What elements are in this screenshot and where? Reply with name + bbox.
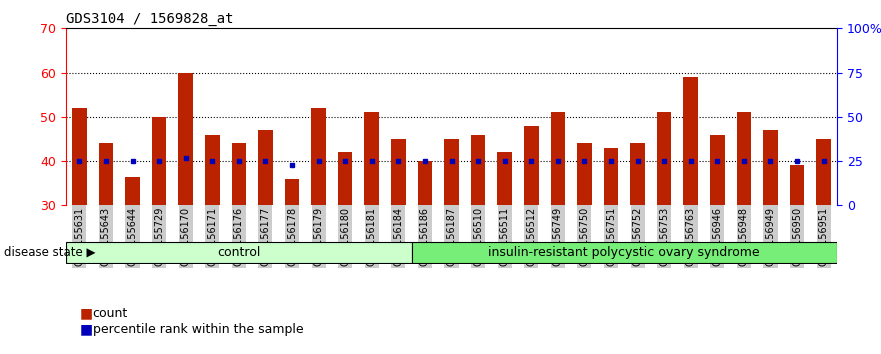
Bar (789, 165, 804, 205)
Bar (205, 135, 219, 205)
Bar (710, 135, 725, 205)
Text: percentile rank within the sample: percentile rank within the sample (93, 323, 303, 336)
Bar (737, 113, 751, 205)
Text: ■: ■ (79, 306, 93, 320)
Bar (498, 152, 512, 205)
Bar (72, 108, 86, 205)
Bar (817, 139, 831, 205)
Bar (258, 130, 273, 205)
Bar (684, 77, 698, 205)
Bar (763, 130, 778, 205)
Bar (411, 242, 837, 263)
Bar (311, 108, 326, 205)
Bar (524, 126, 538, 205)
Text: control: control (218, 246, 261, 259)
Text: GDS3104 / 1569828_at: GDS3104 / 1569828_at (66, 12, 233, 26)
Bar (470, 135, 485, 205)
Bar (391, 139, 405, 205)
Bar (152, 117, 167, 205)
Bar (551, 113, 565, 205)
Text: insulin-resistant polycystic ovary syndrome: insulin-resistant polycystic ovary syndr… (488, 246, 760, 259)
Bar (365, 113, 379, 205)
Bar (577, 143, 592, 205)
Bar (630, 143, 645, 205)
Bar (125, 177, 140, 205)
Bar (178, 73, 193, 205)
Text: ■: ■ (79, 322, 93, 336)
Bar (338, 152, 352, 205)
Text: disease state ▶: disease state ▶ (4, 246, 96, 259)
Bar (232, 143, 246, 205)
Bar (603, 148, 618, 205)
Text: count: count (93, 307, 128, 320)
Bar (657, 113, 671, 205)
Bar (66, 242, 411, 263)
Bar (285, 179, 300, 205)
Bar (418, 161, 433, 205)
Bar (444, 139, 459, 205)
Bar (99, 143, 114, 205)
